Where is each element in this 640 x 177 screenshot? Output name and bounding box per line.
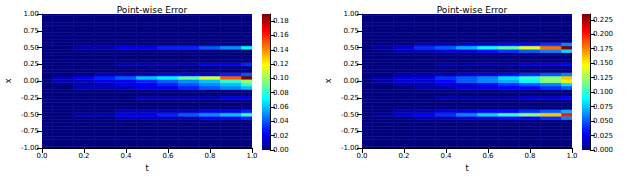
svg-text:0.50: 0.50	[343, 44, 359, 52]
svg-text:Point-wise Error: Point-wise Error	[437, 5, 508, 15]
svg-text:0.00: 0.00	[23, 77, 39, 85]
svg-text:0.0: 0.0	[36, 152, 47, 160]
svg-text:1.0: 1.0	[566, 152, 577, 160]
svg-text:0.14: 0.14	[273, 46, 289, 54]
svg-text:-1.00: -1.00	[20, 144, 39, 152]
svg-text:0.175: 0.175	[593, 45, 613, 53]
svg-text:1.0: 1.0	[246, 152, 257, 160]
svg-text:-0.75: -0.75	[21, 127, 39, 135]
svg-text:0.4: 0.4	[120, 152, 132, 160]
svg-text:0.225: 0.225	[593, 16, 613, 24]
svg-text:0.12: 0.12	[273, 60, 289, 68]
svg-text:-0.50: -0.50	[21, 111, 39, 119]
svg-text:Point-wise Error: Point-wise Error	[117, 5, 188, 15]
svg-text:0.4: 0.4	[440, 152, 452, 160]
svg-text:0.150: 0.150	[593, 59, 613, 67]
svg-text:0.2: 0.2	[398, 152, 409, 160]
svg-text:x: x	[324, 78, 333, 83]
svg-text:0.6: 0.6	[482, 152, 494, 160]
svg-text:-0.25: -0.25	[341, 94, 359, 102]
svg-text:0.00: 0.00	[343, 77, 359, 85]
svg-text:0.6: 0.6	[162, 152, 174, 160]
svg-text:0.50: 0.50	[23, 44, 39, 52]
svg-text:0.00: 0.00	[273, 146, 289, 154]
svg-text:0.75: 0.75	[343, 27, 359, 35]
svg-text:0.16: 0.16	[273, 31, 289, 39]
svg-text:1.00: 1.00	[23, 10, 39, 18]
svg-text:-0.75: -0.75	[341, 127, 359, 135]
svg-text:-1.00: -1.00	[340, 144, 359, 152]
svg-text:t: t	[145, 164, 148, 173]
svg-text:0.025: 0.025	[593, 132, 613, 140]
svg-text:0.75: 0.75	[23, 27, 39, 35]
svg-text:0.06: 0.06	[273, 103, 289, 111]
svg-text:0.08: 0.08	[273, 89, 289, 97]
svg-text:0.2: 0.2	[78, 152, 89, 160]
svg-text:0.02: 0.02	[273, 132, 289, 140]
svg-text:x: x	[4, 78, 13, 83]
svg-text:0.050: 0.050	[593, 117, 613, 125]
svg-text:1.00: 1.00	[343, 10, 359, 18]
svg-text:t: t	[465, 164, 468, 173]
svg-text:0.25: 0.25	[343, 60, 359, 68]
svg-text:0.10: 0.10	[273, 74, 289, 82]
svg-text:-0.50: -0.50	[341, 111, 359, 119]
svg-text:0.04: 0.04	[273, 117, 289, 125]
svg-text:0.100: 0.100	[593, 88, 613, 96]
svg-text:0.000: 0.000	[593, 146, 613, 154]
svg-text:0.18: 0.18	[273, 17, 289, 25]
svg-text:0.25: 0.25	[23, 60, 39, 68]
svg-text:0.075: 0.075	[593, 103, 613, 111]
svg-text:-0.25: -0.25	[21, 94, 39, 102]
svg-text:0.8: 0.8	[204, 152, 215, 160]
svg-text:0.8: 0.8	[524, 152, 535, 160]
svg-text:0.0: 0.0	[356, 152, 367, 160]
svg-text:0.125: 0.125	[593, 74, 613, 82]
svg-text:0.200: 0.200	[593, 30, 613, 38]
